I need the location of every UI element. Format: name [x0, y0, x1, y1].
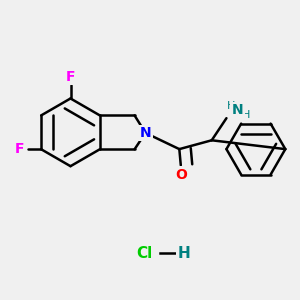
Text: Cl: Cl — [136, 246, 152, 261]
Text: H: H — [242, 110, 250, 120]
Text: H: H — [227, 101, 235, 111]
Text: O: O — [175, 168, 187, 182]
Text: F: F — [15, 142, 24, 156]
Text: H: H — [178, 246, 190, 261]
Text: N: N — [140, 126, 151, 140]
Text: F: F — [66, 70, 75, 84]
Text: N: N — [232, 103, 243, 117]
